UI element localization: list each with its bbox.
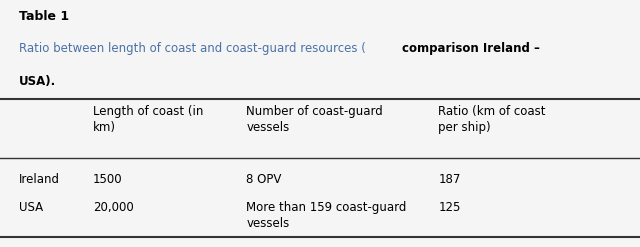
Text: 20,000: 20,000 (93, 201, 134, 214)
Text: More than 159 coast-guard
vessels: More than 159 coast-guard vessels (246, 201, 407, 230)
Text: USA: USA (19, 201, 44, 214)
Text: comparison Ireland –: comparison Ireland – (402, 42, 540, 55)
Text: Length of coast (in
km): Length of coast (in km) (93, 105, 203, 134)
Text: 125: 125 (438, 201, 461, 214)
Text: 187: 187 (438, 173, 461, 186)
Text: Ratio between length of coast and coast-guard resources (: Ratio between length of coast and coast-… (19, 42, 366, 55)
Text: Table 1: Table 1 (19, 10, 69, 23)
Text: Ratio (km of coast
per ship): Ratio (km of coast per ship) (438, 105, 546, 134)
Text: 1500: 1500 (93, 173, 122, 186)
Text: Number of coast-guard
vessels: Number of coast-guard vessels (246, 105, 383, 134)
Text: USA).: USA). (19, 75, 56, 88)
Text: 8 OPV: 8 OPV (246, 173, 282, 186)
Text: Ireland: Ireland (19, 173, 60, 186)
